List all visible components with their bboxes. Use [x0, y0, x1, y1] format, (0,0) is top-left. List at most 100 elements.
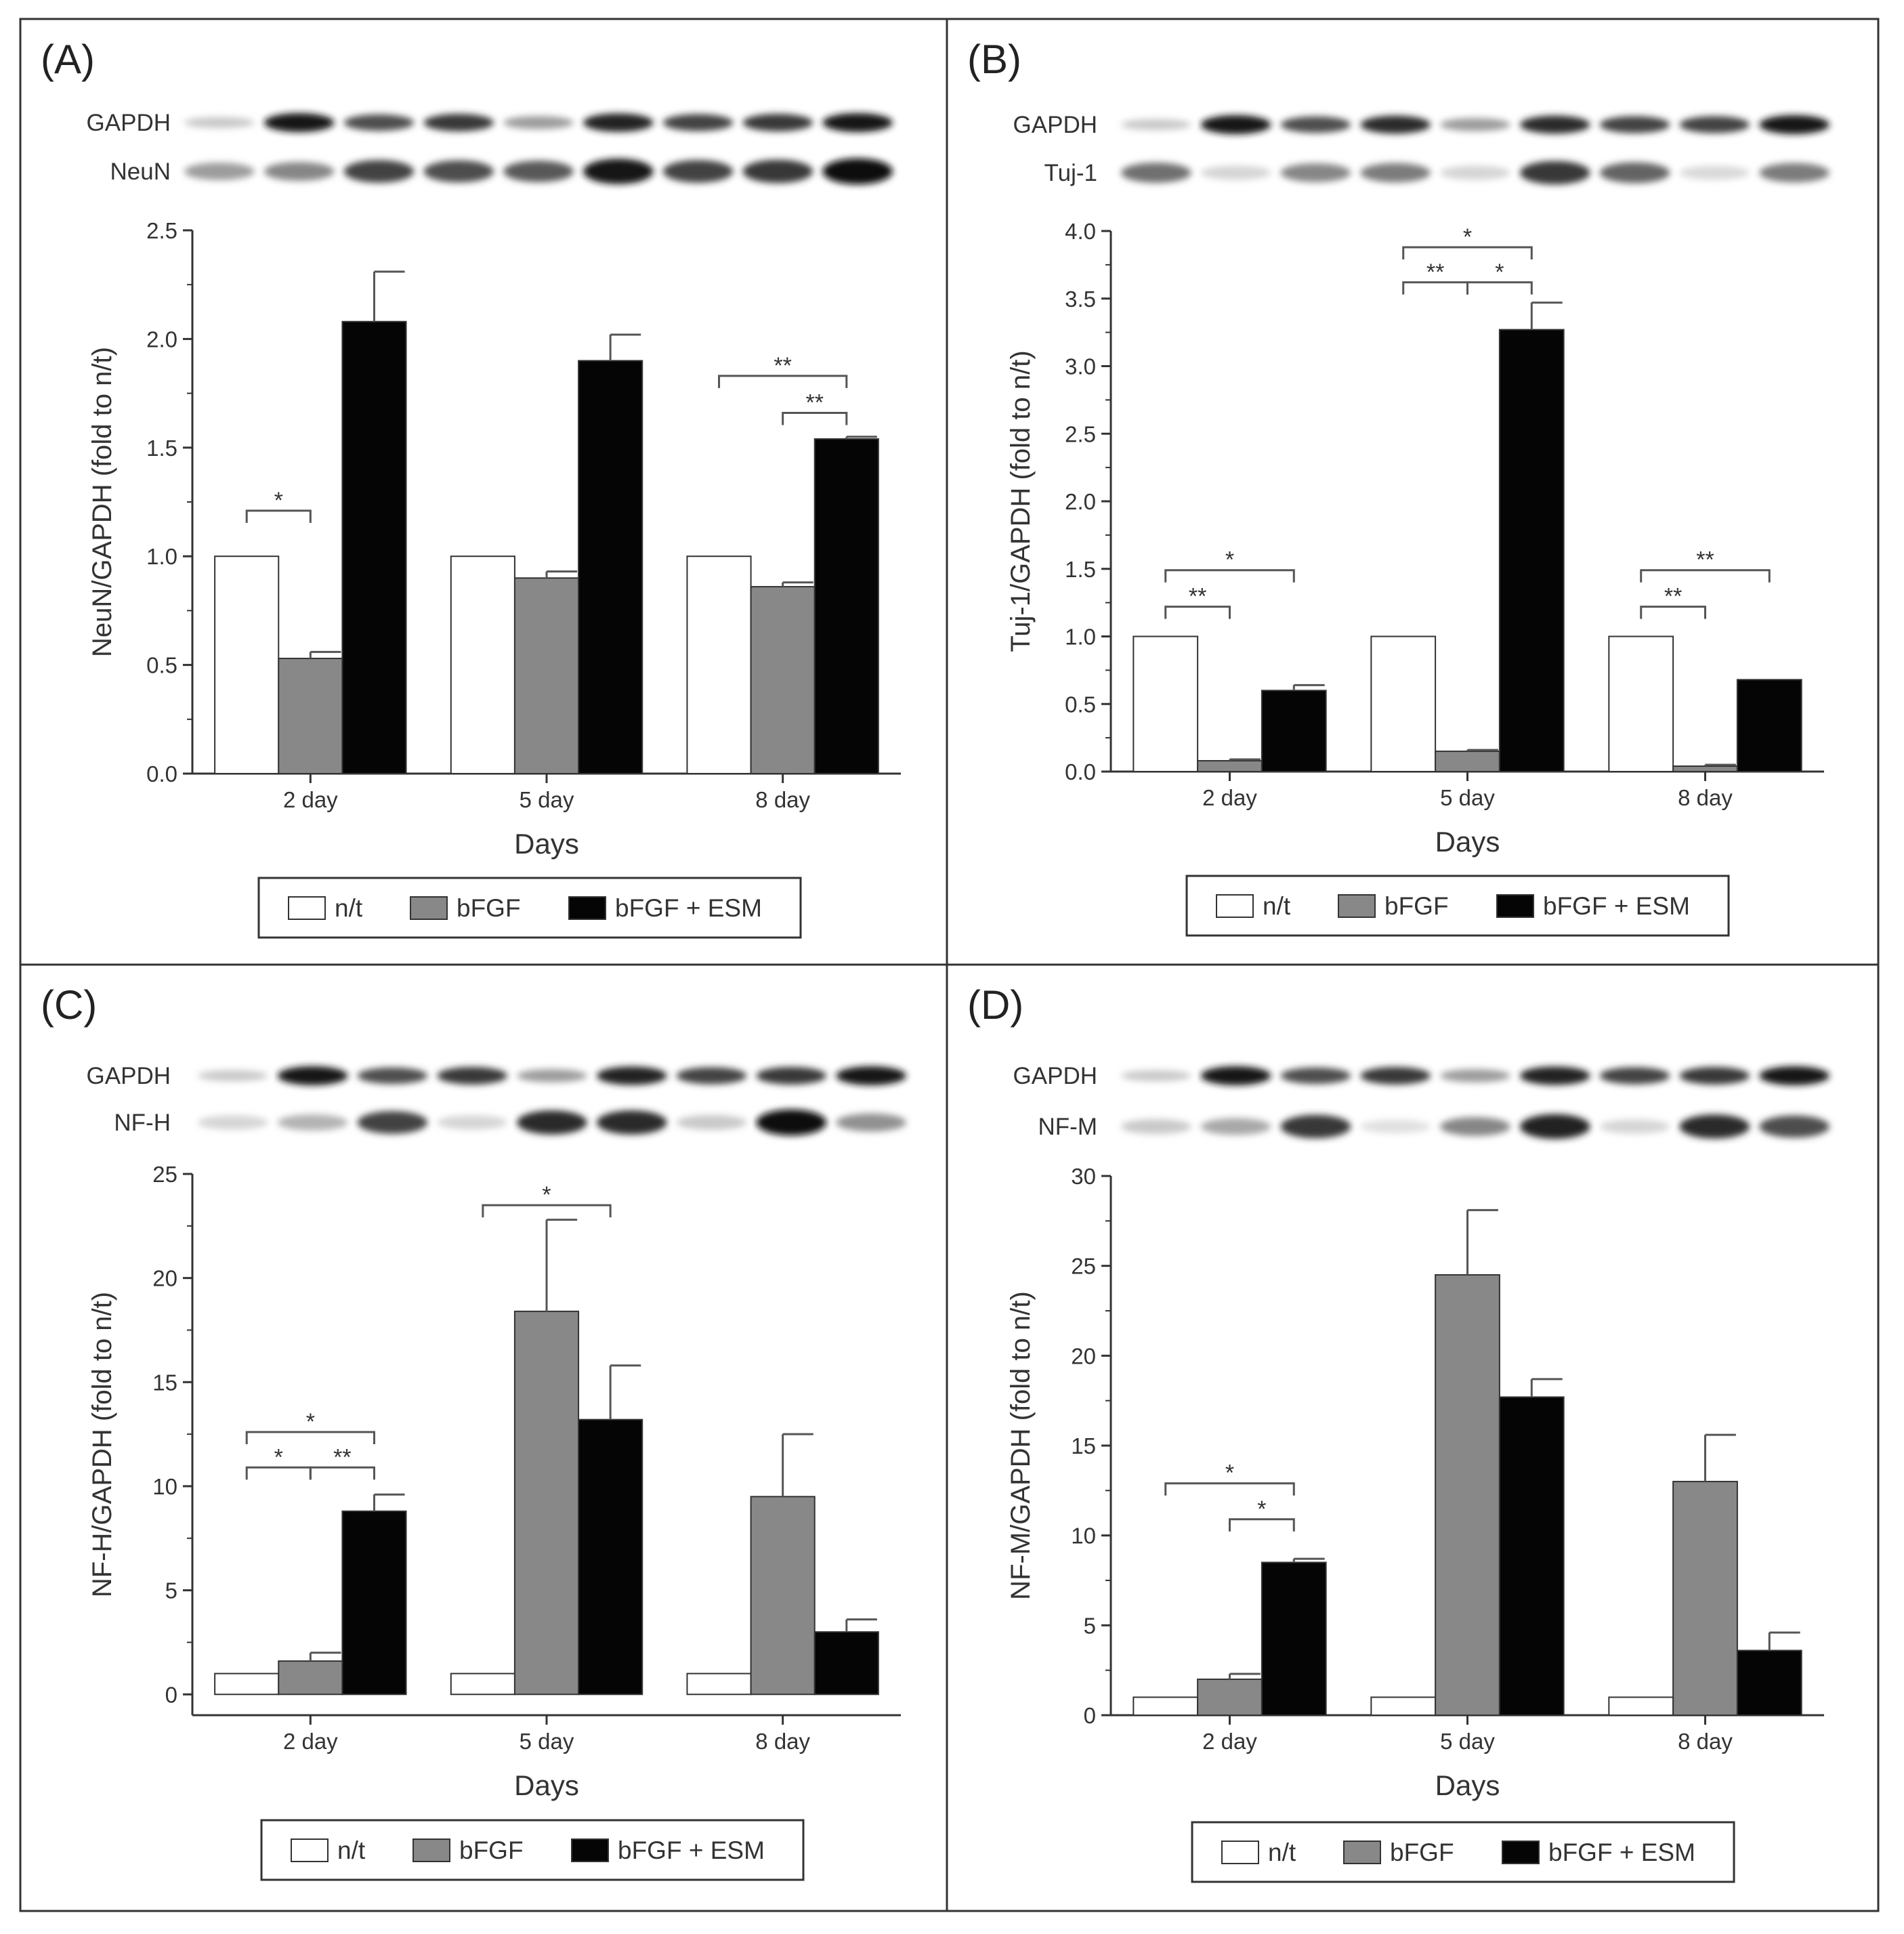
bar-n-t	[1133, 1696, 1199, 1716]
y-tick-label: 4.0	[1065, 219, 1096, 244]
significance-bracket: *	[1229, 1496, 1295, 1532]
bar-n-t	[450, 555, 515, 774]
x-tick-label: 8 day	[755, 787, 810, 812]
bar-bfgf	[513, 1310, 580, 1696]
bracket-line	[1164, 606, 1231, 619]
bar-bfgf	[1672, 1481, 1738, 1716]
blot-band	[583, 113, 654, 132]
bar-bfgf-esm	[1498, 329, 1565, 772]
bracket-line	[1164, 1482, 1295, 1496]
legend-swatch	[1496, 894, 1534, 918]
x-tick-label: 2 day	[283, 787, 338, 812]
panel-label: (D)	[967, 982, 1023, 1028]
panel-label: (A)	[41, 37, 95, 82]
bar-bfgf-esm	[813, 1631, 879, 1696]
blot-band	[662, 114, 734, 131]
blot-band	[756, 1067, 827, 1085]
x-tick-label: 5 day	[1440, 1729, 1495, 1754]
bar-bfgf	[750, 586, 816, 774]
bar-n-t	[1608, 1696, 1674, 1716]
blot-band	[277, 1114, 348, 1131]
significance-bracket: **	[1164, 584, 1231, 619]
blot-label-top: GAPDH	[87, 1063, 171, 1089]
bar-bfgf-esm	[341, 1510, 407, 1696]
bracket-line	[482, 1204, 612, 1218]
blot-band	[1121, 1118, 1191, 1135]
bracket-line	[1402, 246, 1533, 259]
y-axis-title: Tuj-1/GAPDH (fold to n/t)	[1006, 350, 1036, 652]
panel-label: (B)	[967, 37, 1021, 82]
blot-band	[517, 1069, 587, 1082]
x-tick-label: 2 day	[1202, 1729, 1257, 1754]
legend-label: bFGF	[1390, 1838, 1454, 1866]
blot-band	[1360, 163, 1431, 183]
blot-band	[1519, 115, 1590, 134]
x-axis-title: Days	[1435, 826, 1500, 858]
blot-band	[1200, 165, 1271, 180]
blot-band	[1200, 1118, 1271, 1135]
legend-label: bFGF	[457, 894, 521, 922]
significance-label: *	[306, 1409, 315, 1435]
blot-strip-top	[1121, 114, 1829, 135]
bracket-line	[245, 1431, 375, 1445]
significance-bracket: *	[1466, 259, 1533, 295]
legend-label: n/t	[1263, 892, 1291, 920]
bar-n-t	[686, 555, 752, 774]
y-tick-label: 25	[152, 1162, 177, 1187]
blot-band	[184, 163, 255, 180]
bar-bfgf-esm	[1736, 679, 1802, 773]
blot-band	[1121, 163, 1191, 183]
legend-swatch	[1502, 1841, 1540, 1864]
x-tick-label: 5 day	[1440, 785, 1495, 810]
blot-band	[1519, 161, 1590, 185]
bracket-line	[718, 375, 848, 388]
bar-n-t	[1370, 635, 1437, 772]
legend: n/t bFGF bFGF + ESM	[260, 1819, 805, 1881]
legend-swatch	[1221, 1841, 1259, 1864]
blot-label-bottom: Tuj-1	[1044, 160, 1097, 186]
blot-band	[1360, 115, 1431, 134]
blot-band	[423, 160, 494, 183]
blot-band	[1121, 1070, 1191, 1082]
significance-bracket: **	[309, 1444, 375, 1480]
significance-label: **	[1426, 259, 1444, 285]
blot-band	[343, 114, 415, 131]
y-tick-label: 15	[1071, 1433, 1096, 1458]
blot-band	[1360, 1067, 1431, 1085]
significance-bracket: *	[1164, 1460, 1295, 1496]
x-tick-label: 2 day	[283, 1729, 338, 1754]
y-tick-label: 0.5	[1065, 692, 1096, 717]
y-tick-label: 20	[152, 1266, 177, 1291]
y-tick-label: 20	[1071, 1343, 1096, 1368]
y-axis-title: NF-H/GAPDH (fold to n/t)	[87, 1292, 117, 1597]
y-tick-label: 0	[165, 1682, 177, 1707]
legend-swatch	[568, 896, 606, 920]
legend-swatch	[571, 1838, 609, 1862]
blot-strip-bottom	[198, 1109, 906, 1136]
blot-band	[263, 112, 335, 133]
significance-bracket: **	[1640, 584, 1706, 619]
legend-box	[260, 1819, 805, 1881]
blot-band	[1679, 165, 1750, 180]
blot-band	[836, 1066, 906, 1086]
x-axis-title: Days	[514, 1769, 579, 1801]
blot-band	[1440, 1069, 1510, 1082]
bar-n-t	[214, 555, 280, 774]
panel-c: (C) GAPDH NF-H 0 5 10 15 20 25 NF-H/GAPDH (fold t…	[41, 982, 906, 1881]
blot-band	[1280, 163, 1351, 182]
legend-swatch	[412, 1838, 450, 1862]
blot-band	[1280, 1114, 1351, 1139]
bar-bfgf-esm	[341, 320, 407, 774]
y-tick-label: 0.5	[146, 653, 177, 678]
blot-band	[1759, 114, 1829, 135]
bar-bfgf-esm	[1261, 1561, 1327, 1716]
blot-band	[756, 1109, 827, 1136]
blot-band	[1280, 116, 1351, 133]
y-tick-label: 1.0	[1065, 625, 1096, 650]
y-tick-label: 3.5	[1065, 287, 1096, 312]
blot-strip-top	[1121, 1066, 1829, 1086]
blot-band	[822, 158, 893, 185]
blot-band	[1200, 114, 1271, 135]
significance-label: *	[1495, 259, 1504, 285]
bar-bfgf	[513, 577, 580, 775]
